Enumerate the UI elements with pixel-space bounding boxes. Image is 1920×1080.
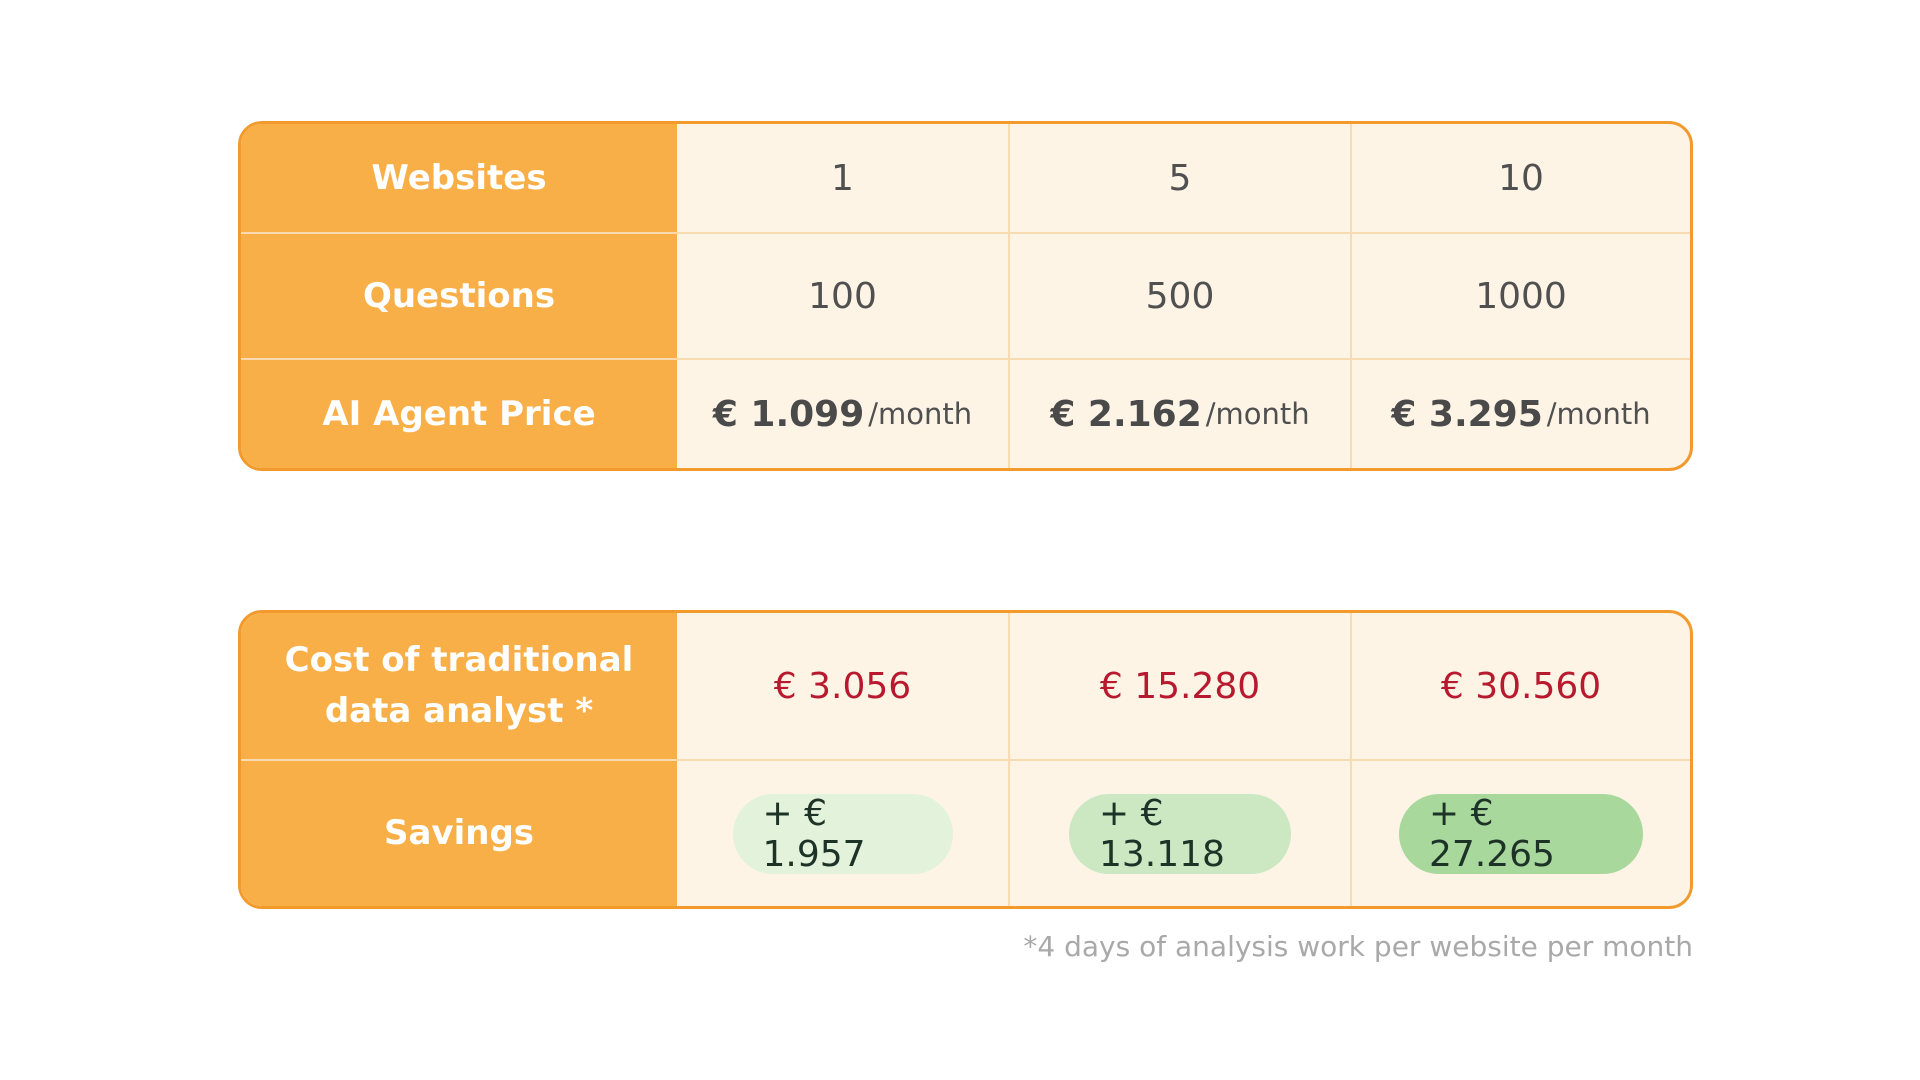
savings-badge: + € 13.118 — [1069, 793, 1291, 875]
websites-value: 1 — [831, 157, 854, 199]
traditional-cost-row: Cost of traditional data analyst * € 3.0… — [241, 613, 1690, 761]
cost-value: € 3.056 — [773, 665, 912, 707]
cost-value: € 30.560 — [1440, 665, 1602, 707]
savings-label: Savings — [241, 761, 677, 906]
savings-badge: + € 27.265 — [1399, 793, 1643, 875]
price-unit: /month — [868, 397, 973, 431]
savings-cell: + € 1.957 — [677, 761, 1008, 906]
price-cell: € 3.295/month — [1350, 360, 1690, 468]
cost-cell: € 15.280 — [1008, 613, 1350, 759]
savings-cell: + € 27.265 — [1350, 761, 1690, 906]
questions-value: 100 — [808, 275, 877, 317]
savings-row: Savings + € 1.957 + € 13.118 + € 27.265 — [241, 761, 1690, 906]
traditional-cost-label-line1: Cost of traditional — [284, 640, 634, 680]
price-amount: € 1.099 — [712, 393, 865, 435]
traditional-cost-label: Cost of traditional data analyst * — [241, 613, 677, 759]
ai-agent-price-row: AI Agent Price € 1.099/month € 2.162/mon… — [241, 360, 1690, 468]
traditional-cost-label-line2: data analyst * — [324, 691, 594, 731]
questions-row: Questions 100 500 1000 — [241, 234, 1690, 360]
savings-table: Cost of traditional data analyst * € 3.0… — [238, 610, 1693, 909]
websites-value: 5 — [1008, 124, 1350, 232]
ai-agent-price-label: AI Agent Price — [241, 360, 677, 468]
questions-value: 1000 — [1350, 234, 1690, 358]
price-amount: € 3.295 — [1391, 393, 1543, 435]
price-amount: € 2.162 — [1050, 393, 1202, 435]
cost-value: € 15.280 — [1099, 665, 1261, 707]
websites-value: 10 — [1350, 124, 1690, 232]
price-cell: € 1.099/month — [677, 360, 1008, 468]
questions-value: 500 — [1008, 234, 1350, 358]
websites-row: Websites 1 5 10 — [241, 124, 1690, 234]
footnote: *4 days of analysis work per website per… — [1023, 930, 1693, 963]
price-unit: /month — [1205, 397, 1310, 431]
savings-badge: + € 1.957 — [732, 793, 953, 875]
pricing-table: Websites 1 5 10 Questions 100 500 1000 A… — [238, 121, 1693, 471]
websites-label: Websites — [241, 124, 677, 232]
cost-cell: € 3.056 — [677, 613, 1008, 759]
price-unit: /month — [1546, 397, 1651, 431]
savings-cell: + € 13.118 — [1008, 761, 1350, 906]
cost-cell: € 30.560 — [1350, 613, 1690, 759]
questions-label: Questions — [241, 234, 677, 358]
price-cell: € 2.162/month — [1008, 360, 1350, 468]
